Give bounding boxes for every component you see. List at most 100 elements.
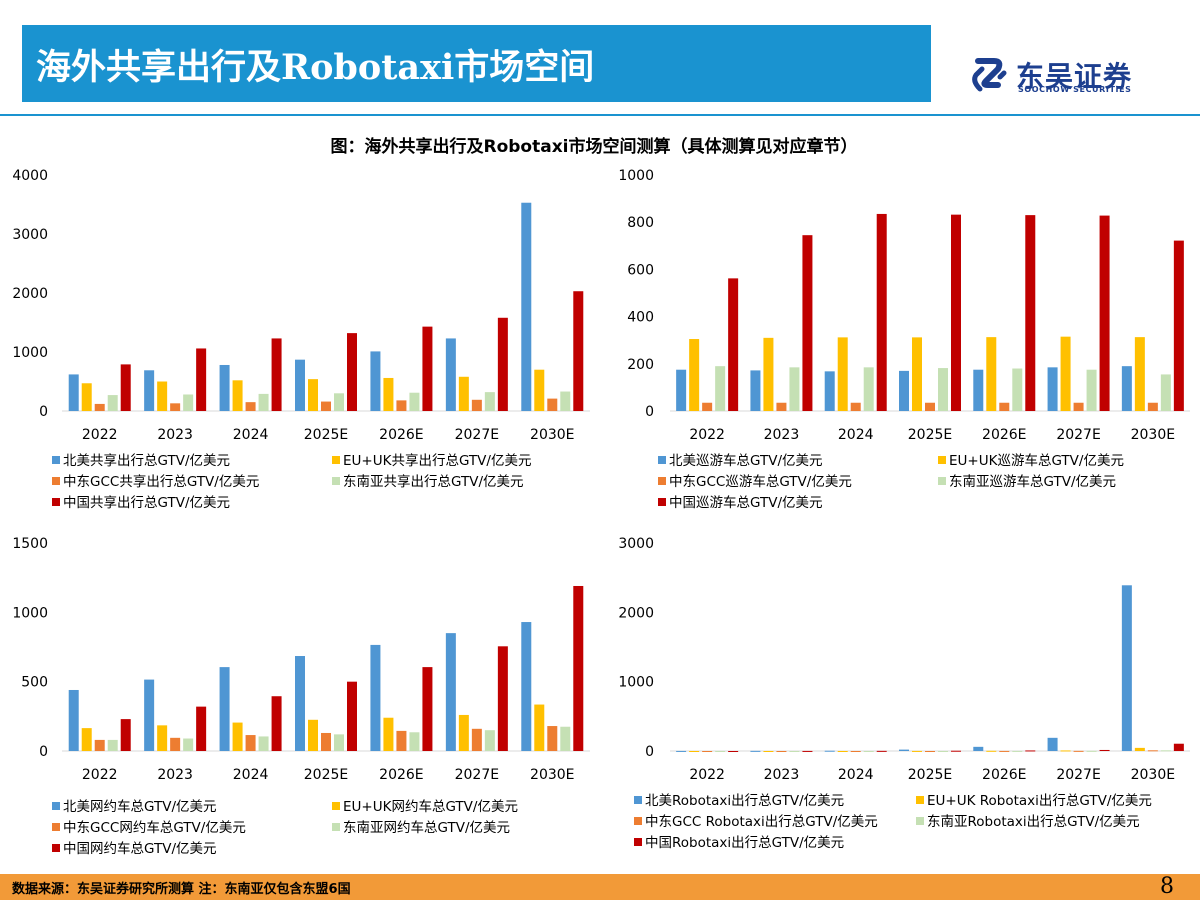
bar: [68, 374, 79, 411]
x-category-label: 2024: [233, 427, 269, 443]
legend-swatch: [332, 823, 340, 831]
legend-item: 中东GCC Robotaxi出行总GTV/亿美元: [634, 813, 878, 831]
legend-swatch: [52, 498, 60, 506]
y-tick-label: 600: [627, 262, 654, 278]
x-category-label: 2027E: [1056, 427, 1100, 443]
x-category-label: 2026E: [982, 427, 1026, 443]
y-tick-label: 0: [645, 744, 654, 760]
bar: [702, 751, 713, 752]
legend-swatch: [52, 823, 60, 831]
legend-swatch: [634, 817, 642, 825]
bar: [1160, 374, 1171, 411]
bar: [219, 364, 230, 411]
y-tick-label: 500: [21, 675, 48, 691]
bar: [81, 728, 92, 751]
bar: [999, 750, 1010, 752]
legend-shared-mobility: 北美共享出行总GTV/亿美元 EU+UK共享出行总GTV/亿美元 中东GCC共享出行…: [52, 452, 592, 516]
legend-item: 北美共享出行总GTV/亿美元: [52, 452, 230, 470]
bar: [776, 751, 787, 752]
bar: [1073, 402, 1084, 411]
bar: [271, 696, 282, 751]
legend-swatch: [52, 456, 60, 464]
bar: [120, 364, 131, 411]
bar: [347, 333, 357, 411]
x-category-label: 2023: [157, 427, 193, 443]
legend-swatch: [52, 844, 60, 852]
y-tick-label: 1000: [12, 345, 48, 361]
bar: [876, 750, 887, 752]
bar: [94, 739, 105, 751]
legend-robotaxi: 北美Robotaxi出行总GTV/亿美元 EU+UK Robotaxi出行总GTV…: [634, 792, 1194, 856]
footer-bar: 数据来源：东吴证券研究所测算 注：东南亚仅包含东盟6国 8: [0, 874, 1200, 900]
bar: [383, 717, 394, 751]
legend-swatch: [658, 456, 666, 464]
bar: [763, 751, 774, 752]
bar: [422, 326, 433, 411]
y-tick-label: 400: [627, 310, 654, 326]
bar: [986, 337, 997, 411]
legend-item: EU+UK共享出行总GTV/亿美元: [332, 452, 531, 470]
bar: [547, 726, 558, 751]
bar: [938, 751, 948, 752]
figure-title: 图：海外共享出行及Robotaxi市场空间测算（具体测算见对应章节）: [330, 137, 858, 157]
bar: [973, 746, 984, 751]
bar: [1147, 750, 1158, 752]
legend-ride-hailing: 北美网约车总GTV/亿美元 EU+UK网约车总GTV/亿美元 中东GCC网约车总GT…: [52, 798, 592, 862]
bar: [497, 646, 508, 751]
bar: [232, 380, 243, 411]
legend-item: 中国网约车总GTV/亿美元: [52, 840, 217, 858]
bar: [560, 391, 571, 411]
bar: [183, 394, 194, 411]
legend-swatch: [658, 477, 666, 485]
bar: [912, 337, 922, 411]
bar: [689, 339, 700, 411]
y-tick-label: 4000: [12, 168, 48, 184]
x-category-label: 2022: [82, 427, 118, 443]
legend-item: EU+UK Robotaxi出行总GTV/亿美元: [916, 792, 1152, 810]
bar: [445, 633, 456, 751]
legend-label: 东南亚Robotaxi出行总GTV/亿美元: [927, 814, 1140, 830]
bar: [170, 737, 181, 751]
bar: [144, 370, 155, 411]
legend-label: 中国网约车总GTV/亿美元: [63, 841, 217, 857]
bar: [347, 681, 357, 751]
bar: [196, 348, 207, 411]
legend-label: 北美共享出行总GTV/亿美元: [63, 453, 231, 469]
bar: [308, 379, 318, 411]
bar: [245, 735, 256, 751]
legend-taxi: 北美巡游车总GTV/亿美元 EU+UK巡游车总GTV/亿美元 中东GCC巡游车总GT…: [658, 452, 1198, 516]
bar: [534, 369, 545, 411]
legend-label: 北美巡游车总GTV/亿美元: [669, 453, 823, 469]
bar: [1012, 750, 1023, 752]
legend-label: 东南亚网约车总GTV/亿美元: [343, 820, 511, 836]
bar: [951, 750, 961, 752]
bar: [245, 402, 256, 411]
bar: [458, 376, 469, 411]
bar: [824, 371, 835, 411]
bar: [789, 751, 800, 752]
bar: [1099, 749, 1110, 751]
x-category-label: 2025E: [304, 767, 348, 783]
y-tick-label: 1000: [618, 168, 654, 184]
bar: [81, 383, 92, 411]
legend-label: 中东GCC网约车总GTV/亿美元: [63, 820, 246, 836]
x-category-label: 2027E: [455, 767, 499, 783]
logo-name: 东吴证券: [1016, 60, 1133, 93]
legend-label: 北美Robotaxi出行总GTV/亿美元: [645, 793, 845, 809]
x-category-label: 2030E: [1131, 427, 1175, 443]
bar: [925, 751, 935, 752]
legend-item: 中东GCC网约车总GTV/亿美元: [52, 819, 246, 837]
bar: [951, 214, 961, 411]
y-tick-label: 1000: [618, 675, 654, 691]
y-tick-label: 200: [627, 357, 654, 373]
legend-item: 中国共享出行总GTV/亿美元: [52, 494, 230, 512]
bar: [521, 622, 532, 751]
bar: [1134, 337, 1145, 411]
bar: [271, 338, 282, 411]
legend-item: EU+UK网约车总GTV/亿美元: [332, 798, 518, 816]
bar: [232, 722, 243, 751]
x-category-label: 2030E: [1131, 767, 1175, 783]
legend-swatch: [332, 456, 340, 464]
title-bar: 海外共享出行及Robotaxi市场空间: [22, 25, 931, 102]
bar: [120, 719, 131, 751]
